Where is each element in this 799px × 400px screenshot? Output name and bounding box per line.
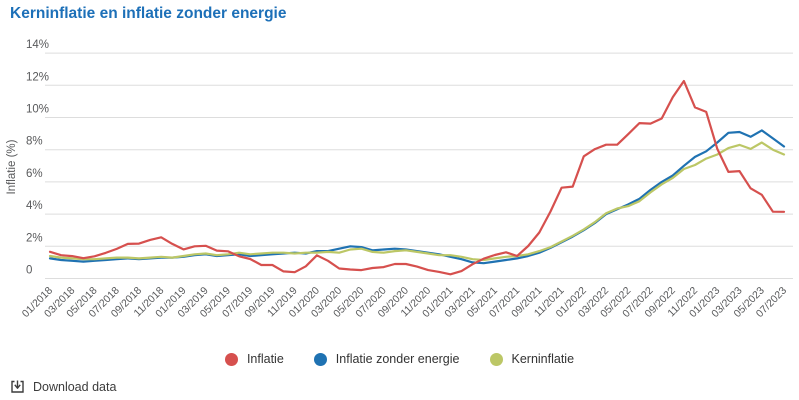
y-tick-label: 8% bbox=[26, 136, 43, 148]
y-tick-label: 2% bbox=[26, 232, 43, 244]
y-tick-label: 10% bbox=[26, 104, 49, 116]
legend: Inflatie Inflatie zonder energie Kerninf… bbox=[0, 352, 799, 366]
download-data-link[interactable]: Download data bbox=[10, 379, 116, 394]
y-axis-title: Inflatie (%) bbox=[6, 139, 18, 194]
y-tick-label: 0 bbox=[26, 265, 32, 277]
legend-dot-kerninflatie bbox=[489, 352, 503, 366]
page-title: Kerninflatie en inflatie zonder energie bbox=[10, 5, 287, 22]
series-line-inflatie-zonder-energie bbox=[48, 129, 786, 265]
legend-item-kerninflatie[interactable]: Kerninflatie bbox=[489, 352, 575, 366]
legend-label: Kerninflatie bbox=[511, 352, 575, 366]
legend-label: Inflatie bbox=[246, 352, 284, 366]
legend-dot-inflatie bbox=[224, 352, 238, 366]
download-icon bbox=[11, 380, 24, 393]
y-tick-label: 4% bbox=[26, 200, 43, 212]
legend-item-inflatie-zonder-energie[interactable]: Inflatie zonder energie bbox=[313, 352, 460, 366]
legend-label: Inflatie zonder energie bbox=[335, 352, 460, 366]
download-data-label: Download data bbox=[33, 379, 117, 394]
y-tick-label: 14% bbox=[26, 39, 49, 51]
y-tick-label: 6% bbox=[26, 168, 43, 180]
series-line-kerninflatie bbox=[48, 141, 786, 262]
line-chart-canvas[interactable]: 02%4%6%8%10%12%14%Inflatie (%)01/201803/… bbox=[0, 0, 799, 345]
y-tick-label: 12% bbox=[26, 71, 49, 83]
series-line-inflatie bbox=[48, 79, 786, 276]
legend-dot-inflatie-zonder-energie bbox=[313, 352, 327, 366]
legend-item-inflatie[interactable]: Inflatie bbox=[224, 352, 284, 366]
